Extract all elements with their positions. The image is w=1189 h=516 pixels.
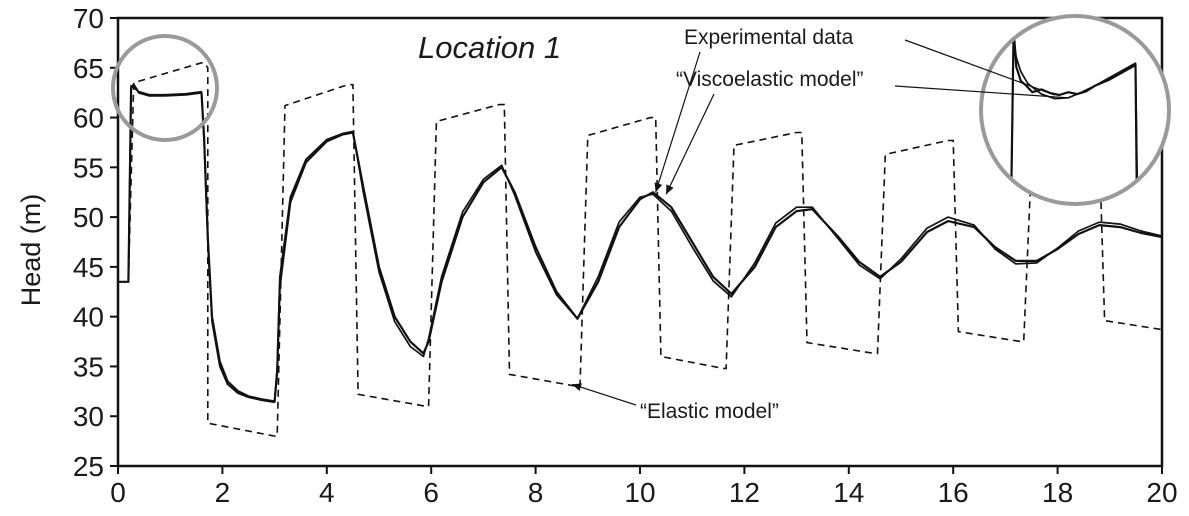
x-tick-label: 8 [528,477,544,508]
plot-frame [116,16,1164,468]
y-tick-label: 55 [73,152,104,183]
zoom-inset-background [981,16,1169,204]
y-tick-label: 50 [73,202,104,233]
x-tick-label: 20 [1146,477,1177,508]
y-axis-ticks: 25 30 35 40 45 50 55 60 65 70 [73,3,118,482]
annotation-arrow [571,383,637,406]
x-tick-label: 4 [319,477,335,508]
annotation-label: “Viscoelastic model” [676,68,864,91]
series-viscoelastic-line [118,84,1163,404]
y-tick-label: 25 [73,451,104,482]
series-elastic-line [127,62,1163,437]
x-tick-label: 2 [215,477,231,508]
y-tick-label: 45 [73,252,104,283]
annotation-arrowhead [666,184,674,195]
y-tick-label: 30 [73,401,104,432]
x-tick-label: 0 [110,477,126,508]
annotation-arrow [665,93,715,195]
annotation-label: Experimental data [684,26,854,49]
x-tick-label: 6 [423,477,439,508]
y-tick-label: 60 [73,103,104,134]
x-tick-label: 14 [833,477,864,508]
x-tick-label: 18 [1042,477,1073,508]
annotation-arrowhead [572,383,582,391]
x-axis-ticks: 0 2 4 6 8 10 12 14 16 18 20 [110,466,1178,508]
y-axis-label: Head (m) [16,194,46,307]
y-tick-label: 35 [73,351,104,382]
inset-experimental-line [1008,28,1139,202]
inset-viscoelastic-line [1009,37,1140,202]
y-tick-label: 65 [73,53,104,84]
x-tick-label: 16 [938,477,969,508]
annotation-arrow [655,51,701,193]
zoom-inset-ring [979,14,1171,206]
zoom-inset [894,14,1171,206]
chart-title: Location 1 [418,30,561,65]
x-tick-label: 12 [729,477,760,508]
series-layer [118,62,1163,437]
y-tick-label: 40 [73,302,104,333]
annotation-arrowhead [654,182,663,193]
annotation-label: “Elastic model” [640,400,779,423]
zoom-circle-highlight [111,34,219,142]
annotations-layer: Experimental data “Viscoelastic model” “El… [571,26,864,423]
x-tick-label: 10 [624,477,655,508]
annotation-arrow [894,85,1069,99]
y-tick-label: 70 [73,3,104,34]
annotation-arrow [904,39,1056,96]
